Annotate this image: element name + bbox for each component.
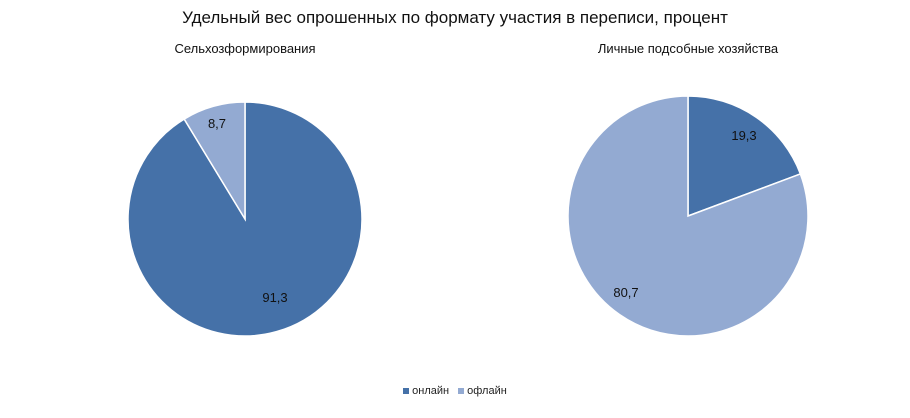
data-label-households-online: 19,3	[731, 128, 756, 143]
data-label-agro-online: 91,3	[262, 290, 287, 305]
data-label-agro-offline: 8,7	[208, 116, 226, 131]
legend-label-online: онлайн	[412, 385, 450, 397]
chart-title: Удельный вес опрошенных по формату участ…	[182, 8, 728, 27]
legend-swatch-offline	[458, 388, 465, 394]
legend: онлайн офлайн	[0, 384, 910, 398]
legend-item-offline: офлайн	[458, 384, 507, 398]
legend-item-online: онлайн	[403, 384, 449, 398]
pie-slice-agro-offline	[183, 101, 246, 222]
pie-households: 19,3 80,7	[567, 95, 809, 337]
pie-slice-households-offline	[567, 95, 809, 337]
legend-swatch-online	[403, 388, 410, 394]
legend-label-offline: офлайн	[467, 385, 507, 397]
pie-slice-households-online	[687, 95, 802, 218]
data-label-households-offline: 80,7	[613, 285, 638, 300]
pie-agro: 91,3 8,7	[127, 101, 363, 337]
pie-title-agro: Сельхозформирования	[174, 41, 316, 56]
pie-title-households: Личные подсобные хозяйства	[597, 41, 779, 56]
